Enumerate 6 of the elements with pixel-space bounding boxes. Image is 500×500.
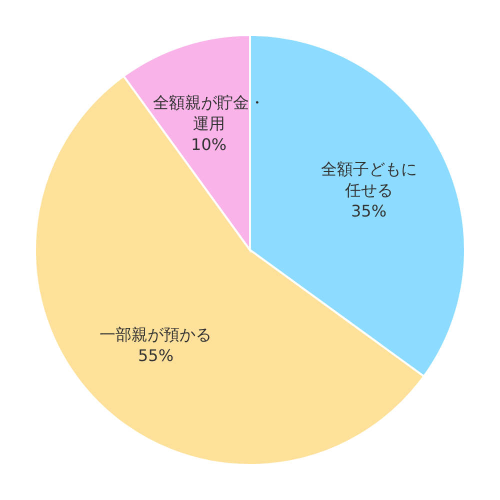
- slice-label: 全額親が貯金・運用: [152, 93, 265, 134]
- data-label: 35%: [350, 201, 387, 220]
- slice-label: 一部親が預かる: [100, 324, 212, 344]
- slice-label: 全額子どもに任せる: [320, 159, 417, 200]
- data-label: 10%: [191, 135, 227, 154]
- data-label: 55%: [138, 346, 174, 365]
